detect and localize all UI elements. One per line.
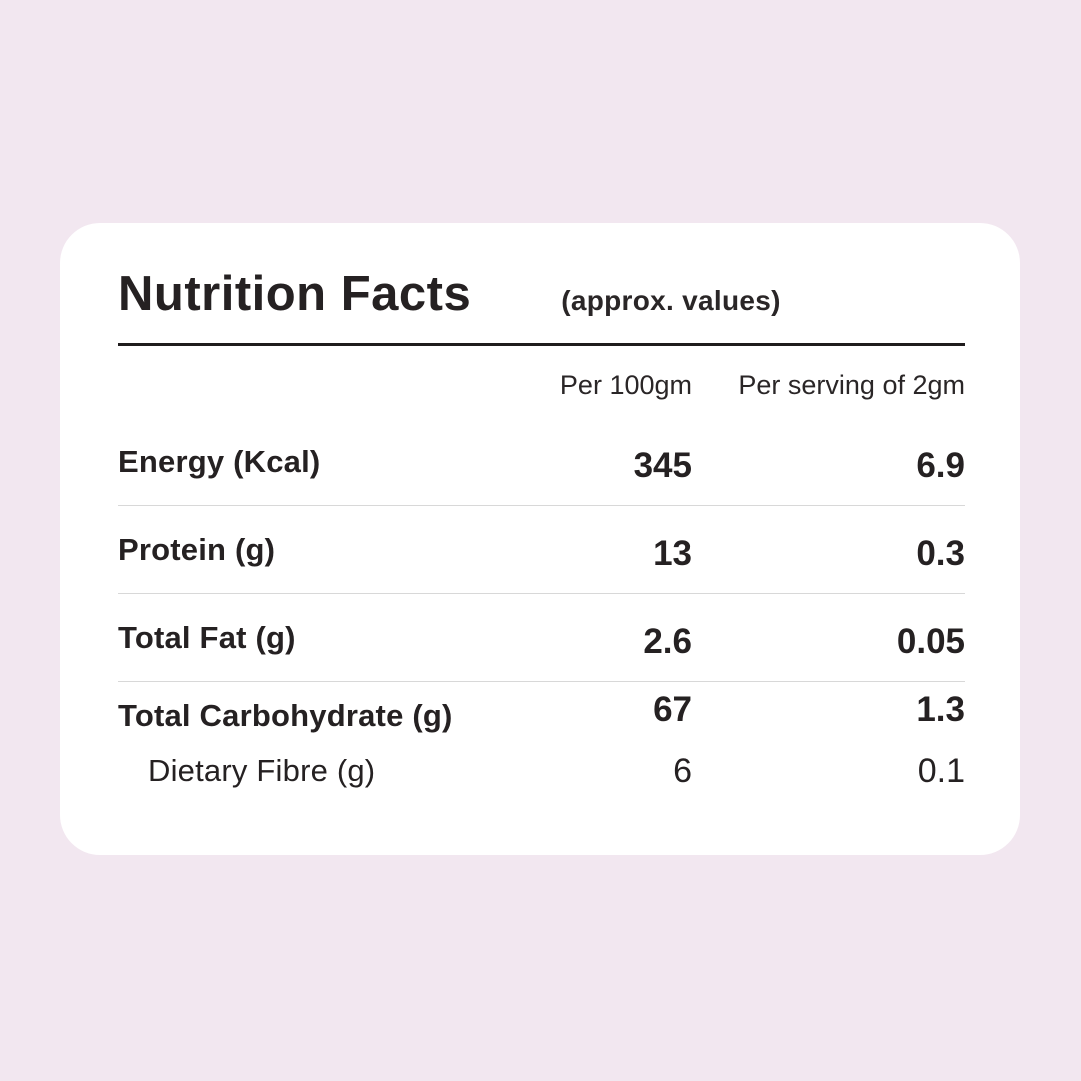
value-per-serving: 6.9 (916, 445, 965, 485)
value-per-serving: 0.3 (916, 533, 965, 573)
table-row-dietary-fibre: Dietary Fibre (g) 6 0.1 (118, 742, 965, 800)
value-per-serving: 0.05 (896, 621, 965, 661)
value-per-100gm: 13 (653, 533, 692, 573)
nutrient-name: Dietary Fibre (g) (148, 753, 376, 788)
table-row-protein: Protein (g) 13 0.3 (118, 506, 965, 594)
title-divider (118, 343, 965, 346)
value-per-100gm: 345 (633, 445, 692, 485)
table-row-energy: Energy (Kcal) 345 6.9 (118, 418, 965, 506)
nutrient-name: Total Fat (g) (118, 619, 296, 655)
value-per-100gm: 6 (673, 751, 692, 790)
nutrition-facts-card: Nutrition Facts (approx. values) Per 100… (60, 223, 1020, 855)
value-per-serving: 0.1 (917, 751, 965, 790)
value-per-100gm: 2.6 (643, 621, 692, 661)
nutrient-name: Protein (g) (118, 531, 276, 567)
table-row-total-carbohydrate: Total Carbohydrate (g) 67 1.3 (118, 682, 965, 742)
column-header-per-serving: Per serving of 2gm (738, 369, 965, 400)
value-per-serving: 1.3 (916, 690, 965, 729)
title-row: Nutrition Facts (approx. values) (118, 223, 965, 323)
column-header-row: Per 100gm Per serving of 2gm (118, 346, 965, 418)
nutrient-name: Energy (Kcal) (118, 443, 321, 479)
column-header-per-100gm: Per 100gm (559, 369, 692, 400)
table-row-total-fat: Total Fat (g) 2.6 0.05 (118, 594, 965, 682)
card-title: Nutrition Facts (118, 267, 472, 321)
value-per-100gm: 67 (653, 690, 692, 729)
nutrient-name: Total Carbohydrate (g) (118, 698, 453, 733)
card-subtitle: (approx. values) (561, 285, 781, 316)
